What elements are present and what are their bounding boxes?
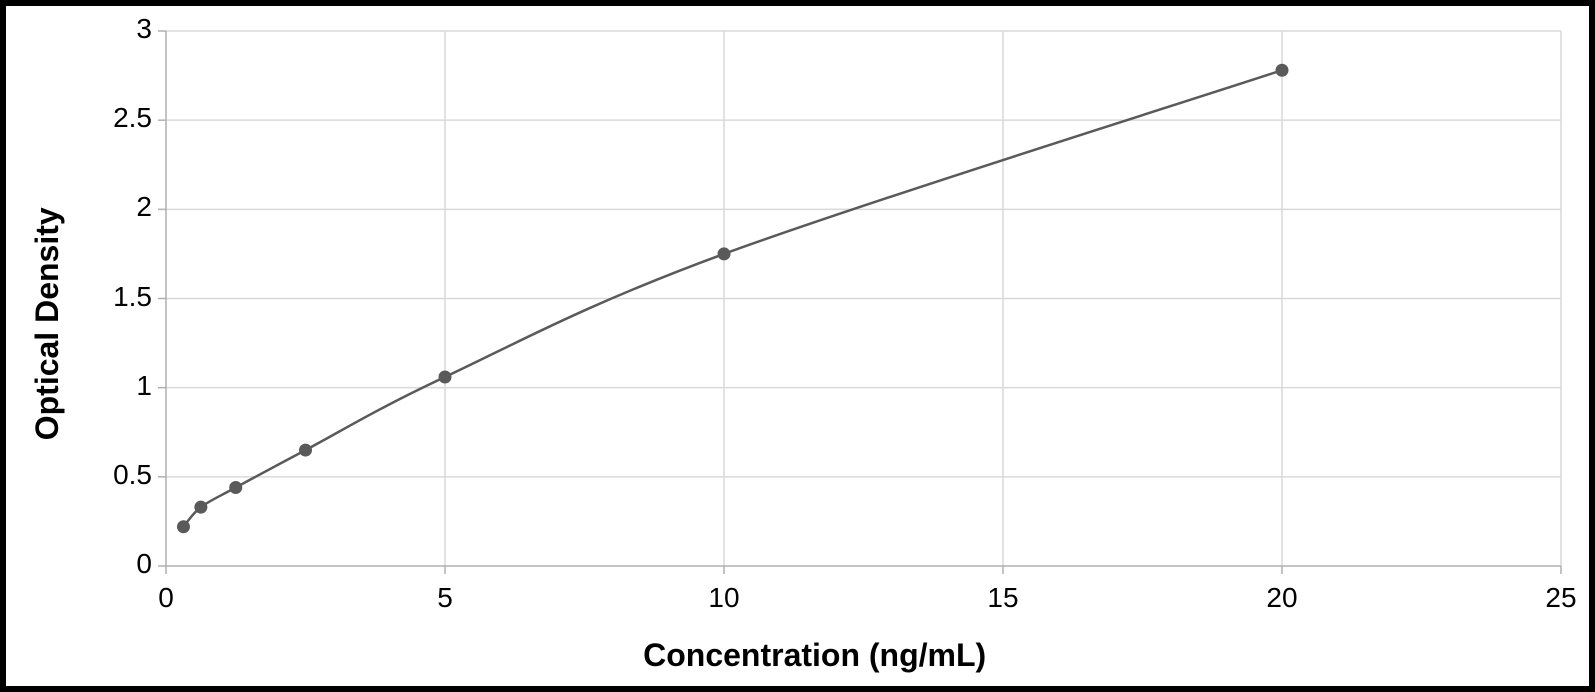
y-tick-label: 3 [136, 13, 152, 45]
y-axis-label: Optical Density [29, 207, 66, 440]
y-tick-label: 1.5 [113, 281, 152, 313]
chart: Optical Density Concentration (ng/mL) 0 5… [6, 6, 1589, 686]
x-tick-label: 25 [1541, 582, 1581, 614]
y-tick-label: 2.5 [113, 102, 152, 134]
x-tick-label: 10 [704, 582, 744, 614]
chart-svg [6, 6, 1589, 686]
y-tick-label: 0.5 [113, 459, 152, 491]
y-tick-label: 0 [136, 548, 152, 580]
x-tick-label: 20 [1262, 582, 1302, 614]
x-axis-label: Concentration (ng/mL) [643, 637, 986, 674]
x-tick-label: 15 [983, 582, 1023, 614]
y-tick-label: 1 [136, 370, 152, 402]
x-tick-label: 5 [425, 582, 465, 614]
x-tick-label: 0 [146, 582, 186, 614]
y-tick-label: 2 [136, 191, 152, 223]
chart-frame: Optical Density Concentration (ng/mL) 0 5… [0, 0, 1595, 692]
